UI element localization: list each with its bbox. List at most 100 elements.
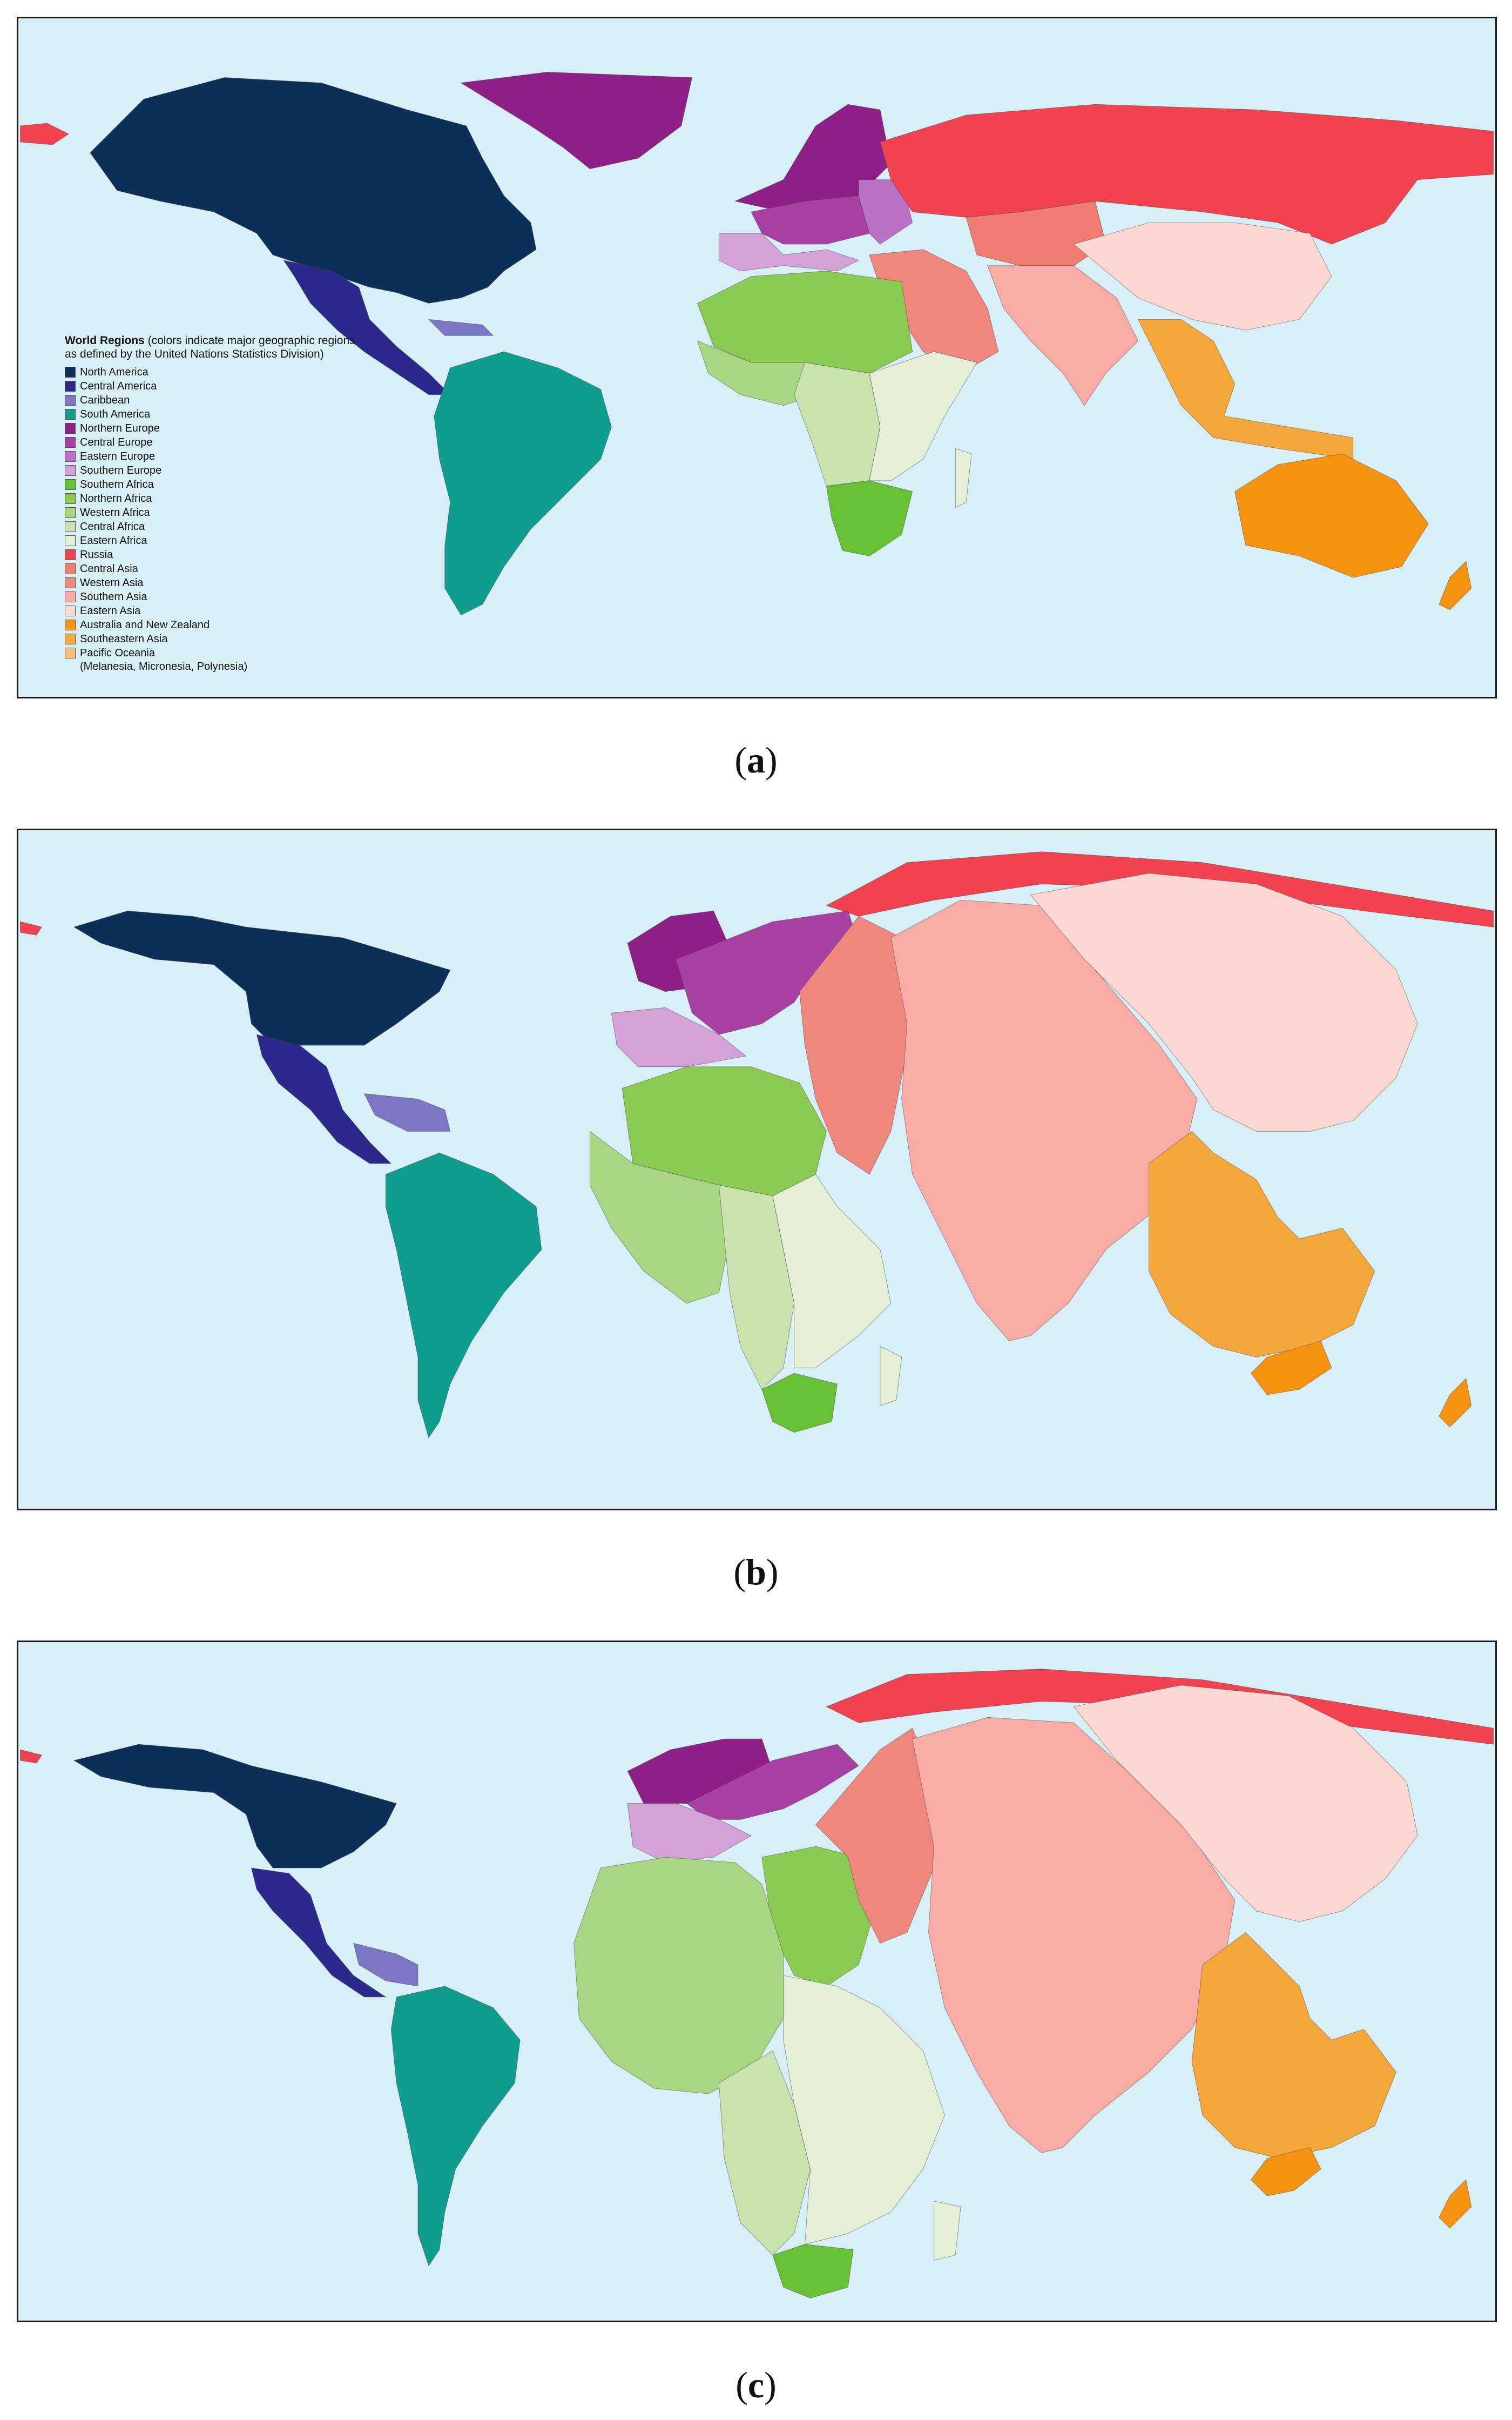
- map-panel-b: [17, 829, 1497, 1510]
- region-south-america: [390, 1986, 521, 2267]
- legend-item: Central Africa: [65, 520, 367, 534]
- legend-item: Central Asia: [65, 562, 367, 576]
- region-eastern-africa: [772, 1174, 892, 1368]
- legend-item: Southern Asia: [65, 590, 367, 604]
- legend-swatch: [65, 451, 76, 462]
- legend-item: Southern Africa: [65, 478, 367, 492]
- region-eastern-africa: [869, 351, 977, 481]
- region-caribbean: [353, 1942, 418, 1987]
- legend-swatch: [65, 409, 76, 420]
- legend-item: Caribbean: [65, 393, 367, 407]
- region-southern-europe: [611, 1007, 747, 1067]
- region-eastern-africa: [783, 1975, 945, 2245]
- legend-item: Central America: [65, 379, 367, 393]
- legend-label: Caribbean: [80, 394, 130, 406]
- legend-label: Southern Asia: [80, 590, 147, 603]
- region-north-america: [73, 910, 451, 1046]
- region-caribbean: [428, 319, 494, 336]
- region-russia: [880, 104, 1494, 245]
- legend-item: Pacific Oceania: [65, 646, 367, 660]
- legend-label: Central Europe: [80, 436, 153, 448]
- legend-swatch: [65, 634, 76, 644]
- legend-label: Central America: [80, 380, 157, 392]
- region-central-america: [283, 260, 451, 395]
- legend-item: Australia and New Zealand: [65, 618, 367, 632]
- region-eastern-asia: [1073, 222, 1332, 331]
- region-russia-strip-east: [826, 851, 1494, 927]
- region-south-america: [385, 1152, 542, 1438]
- region-new-zealand: [1439, 561, 1472, 610]
- region-southern-europe: [627, 1803, 752, 1863]
- legend-swatch: [65, 549, 76, 560]
- legend-swatch: [65, 591, 76, 602]
- region-central-america: [256, 1034, 392, 1164]
- region-russia-strip: [20, 1749, 43, 1764]
- region-southern-africa: [826, 480, 913, 556]
- legend-item: Eastern Asia: [65, 604, 367, 618]
- legend-label: North America: [80, 366, 148, 378]
- legend-label: Southern Europe: [80, 464, 162, 476]
- legend-item: Northern Europe: [65, 421, 367, 435]
- legend-label: Russia: [80, 548, 113, 561]
- legend-swatch: [65, 479, 76, 490]
- region-south-america: [434, 351, 612, 616]
- map-panel-a: World Regions (colors indicate major geo…: [17, 17, 1497, 698]
- legend-label: Southern Africa: [80, 478, 154, 490]
- caption-b: (b): [733, 1551, 779, 1592]
- region-russia-strip-east: [826, 1669, 1494, 1745]
- cartogram-map-c: [20, 1669, 1494, 2298]
- region-caribbean: [363, 1093, 451, 1132]
- region-eastern-asia: [1030, 873, 1418, 1132]
- region-australia: [1234, 453, 1429, 578]
- region-new-zealand: [1439, 2179, 1472, 2229]
- legend-items: North America Central America Caribbean Sou…: [65, 365, 367, 660]
- region-russia-strip: [20, 921, 43, 936]
- legend-swatch: [65, 423, 76, 434]
- region-central-africa: [794, 362, 881, 487]
- legend-item: Northern Africa: [65, 492, 367, 506]
- legend-item: Eastern Europe: [65, 449, 367, 463]
- region-north-america: [73, 1744, 397, 1868]
- region-southern-asia: [912, 1717, 1236, 2154]
- legend-label: Pacific Oceania: [80, 647, 155, 659]
- legend-pacific-sub: (Melanesia, Micronesia, Polynesia): [80, 661, 248, 673]
- region-australia: [1250, 1340, 1332, 1395]
- legend-label: Central Africa: [80, 520, 145, 533]
- legend-item: Eastern Africa: [65, 534, 367, 548]
- region-central-europe: [751, 195, 870, 245]
- caption-c: (c): [735, 2364, 777, 2405]
- legend-swatch: [65, 507, 76, 518]
- legend-label: Western Africa: [80, 506, 150, 519]
- legend-swatch: [65, 493, 76, 504]
- legend-swatch: [65, 577, 76, 588]
- legend-label: Eastern Africa: [80, 534, 147, 547]
- legend-label: Northern Europe: [80, 422, 160, 434]
- legend-label: Northern Africa: [80, 492, 152, 505]
- legend-label: South America: [80, 408, 151, 420]
- region-north-america: [90, 77, 537, 304]
- region-southeastern-asia: [1149, 1131, 1375, 1357]
- region-australia: [1250, 2147, 1321, 2196]
- legend-swatch: [65, 620, 76, 630]
- legend-item: Russia: [65, 548, 367, 562]
- region-western-africa: [573, 1857, 784, 2094]
- region-central-america: [251, 1867, 387, 1998]
- region-madagascar: [880, 1346, 902, 1406]
- region-southeastern-asia: [1191, 1932, 1396, 2159]
- legend-label: Eastern Asia: [80, 604, 141, 617]
- legend-item: Western Asia: [65, 576, 367, 590]
- legend-label: Southeastern Asia: [80, 633, 168, 645]
- region-russia-west-tip: [20, 123, 70, 145]
- legend-label: Australia and New Zealand: [80, 619, 210, 631]
- legend-item: North America: [65, 365, 367, 379]
- region-northern-africa: [697, 271, 913, 374]
- legend-label: Western Asia: [80, 576, 144, 589]
- legend-item: Southeastern Asia: [65, 632, 367, 646]
- legend-title: World Regions (colors indicate major geo…: [65, 334, 355, 360]
- region-eastern-asia: [1073, 1685, 1418, 1922]
- region-new-zealand: [1439, 1378, 1472, 1428]
- legend-swatch: [65, 648, 76, 658]
- region-southern-africa: [761, 1373, 838, 1433]
- legend-label: Central Asia: [80, 562, 138, 575]
- region-madagascar: [933, 2201, 961, 2261]
